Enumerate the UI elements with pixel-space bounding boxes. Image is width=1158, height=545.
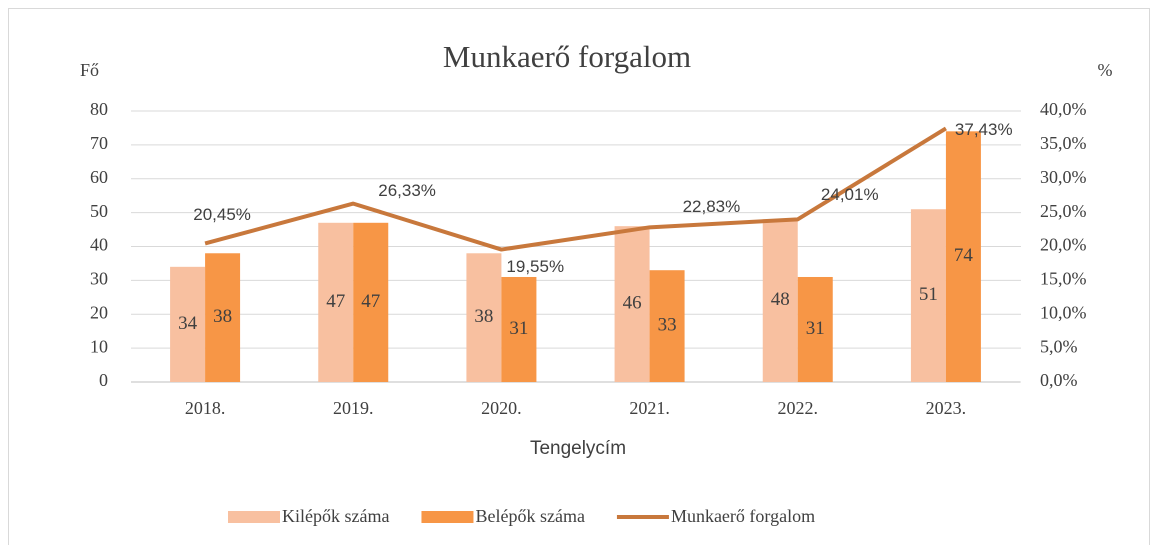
- y2-tick-label: 30,0%: [1040, 167, 1087, 187]
- bar: [762, 219, 798, 382]
- bar: [205, 253, 241, 382]
- bar-value-label: 38: [474, 306, 493, 327]
- bar-value-label: 34: [178, 313, 198, 334]
- y-tick-label: 10: [90, 336, 108, 356]
- bar-value-label: 48: [771, 289, 790, 310]
- bar: [945, 131, 981, 382]
- bar: [614, 226, 650, 382]
- legend-label: Kilépők száma: [282, 506, 389, 526]
- bar-value-label: 46: [623, 292, 642, 313]
- legend-label: Munkaerő forgalom: [671, 506, 815, 526]
- line-value-label: 24,01%: [821, 185, 879, 204]
- y2-tick-label: 5,0%: [1040, 336, 1078, 356]
- bar-value-label: 74: [954, 245, 974, 266]
- bar: [649, 270, 685, 382]
- y2-tick-label: 10,0%: [1040, 302, 1087, 322]
- x-tick-label: 2019.: [333, 398, 374, 418]
- line-value-label: 19,55%: [506, 257, 564, 276]
- legend-swatch: [421, 511, 474, 523]
- legend-label: Belépők száma: [475, 506, 584, 526]
- y-tick-label: 20: [90, 302, 108, 322]
- x-tick-label: 2020.: [481, 398, 522, 418]
- y-tick-label: 30: [90, 269, 108, 289]
- y-tick-label: 0: [99, 370, 108, 390]
- y-tick-label: 50: [90, 201, 108, 221]
- bar: [910, 209, 946, 382]
- y-tick-label: 40: [90, 235, 108, 255]
- y2-tick-label: 25,0%: [1040, 201, 1087, 221]
- bar-value-label: 31: [509, 318, 528, 339]
- bar-value-label: 47: [326, 291, 345, 312]
- x-tick-label: 2023.: [926, 398, 967, 418]
- line-value-label: 20,45%: [193, 205, 251, 224]
- x-tick-label: 2018.: [185, 398, 226, 418]
- bar-value-label: 33: [658, 314, 677, 335]
- x-axis-label: Tengelycím: [530, 438, 626, 459]
- y2-tick-label: 35,0%: [1040, 133, 1087, 153]
- y2-tick-label: 0,0%: [1040, 370, 1078, 390]
- bar: [170, 266, 206, 382]
- line-value-label: 22,83%: [683, 197, 741, 216]
- line: [204, 126, 947, 252]
- x-tick-label: 2021.: [629, 398, 670, 418]
- bar: [501, 276, 537, 382]
- legend-swatch: [228, 511, 280, 523]
- bar: [797, 276, 833, 382]
- line-value-label: 37,43%: [955, 120, 1013, 139]
- bar-value-label: 51: [919, 284, 938, 305]
- bar-value-label: 47: [361, 291, 380, 312]
- bar: [318, 222, 354, 382]
- y2-tick-label: 20,0%: [1040, 235, 1087, 255]
- y2-tick-label: 40,0%: [1040, 99, 1087, 119]
- y-tick-label: 80: [90, 99, 108, 119]
- bar-value-label: 38: [213, 306, 232, 327]
- y2-axis-label: %: [1098, 60, 1113, 80]
- bar: [353, 222, 389, 382]
- y-tick-label: 70: [90, 133, 108, 153]
- bar: [466, 253, 502, 382]
- bar-value-label: 31: [806, 318, 825, 339]
- y-tick-label: 60: [90, 167, 108, 187]
- chart-title: Munkaerő forgalom: [443, 39, 691, 74]
- x-tick-label: 2022.: [778, 398, 819, 418]
- chart-frame: [8, 8, 1150, 545]
- y-axis-label: Fő: [80, 60, 99, 80]
- line-value-label: 26,33%: [378, 181, 436, 200]
- y2-tick-label: 15,0%: [1040, 269, 1087, 289]
